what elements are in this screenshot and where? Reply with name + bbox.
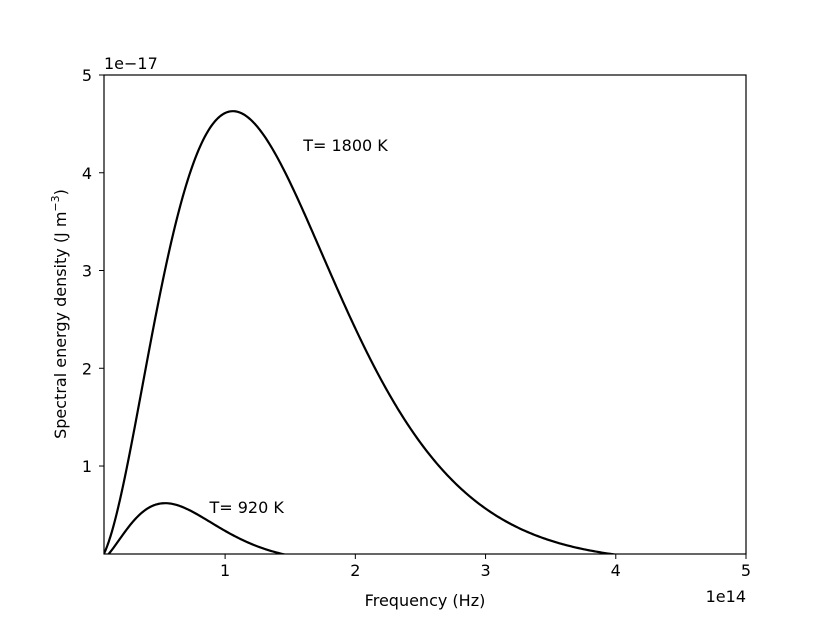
curve-annotation-1800k: T= 1800 K	[302, 136, 388, 155]
y-tick-label: 1	[82, 457, 92, 476]
y-tick-label: 5	[82, 66, 92, 85]
y-axis-label-close: )	[51, 189, 70, 195]
x-tick-label: 5	[741, 561, 751, 580]
x-tick-label: 2	[350, 561, 360, 580]
x-offset-label: 1e14	[706, 587, 746, 606]
y-tick-label: 2	[82, 359, 92, 378]
x-tick-label: 4	[611, 561, 621, 580]
series-line-1800k	[104, 110, 620, 554]
curve-annotation-920k: T= 920 K	[208, 498, 284, 517]
x-axis-label: Frequency (Hz)	[365, 591, 486, 610]
x-tick-label: 1	[220, 561, 230, 580]
y-tick-label: 4	[82, 164, 92, 183]
y-tick-label: 3	[82, 262, 92, 281]
y-axis-label-exponent: −3	[49, 195, 62, 211]
y-axis-label: Spectral energy density (J m−3)	[49, 189, 70, 439]
y-offset-label: 1e−17	[104, 54, 158, 73]
y-axis-label-main: Spectral energy density (J m	[51, 212, 70, 439]
x-tick-label: 3	[480, 561, 490, 580]
series-line-920k	[107, 502, 288, 554]
plot-area-frame	[103, 74, 747, 555]
